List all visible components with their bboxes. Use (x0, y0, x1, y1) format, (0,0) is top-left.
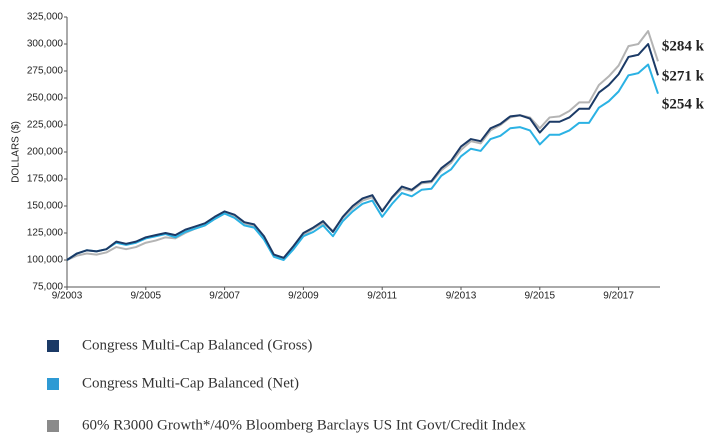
y-tick-label: 175,000 (27, 174, 64, 185)
series-line (66, 30, 659, 261)
end-value-label: $284 k (662, 38, 705, 54)
x-tick-label: 9/2009 (288, 291, 319, 302)
y-tick-label: 250,000 (27, 93, 64, 104)
y-tick-label: 150,000 (27, 201, 64, 212)
y-tick-label: 75,000 (32, 282, 63, 293)
x-tick-label: 9/2017 (603, 291, 634, 302)
legend-swatch (47, 340, 59, 352)
x-tick-label: 9/2013 (446, 291, 477, 302)
legend-swatch (47, 378, 59, 390)
x-tick-label: 9/2011 (367, 291, 397, 302)
x-tick-label: 9/2003 (52, 291, 83, 302)
y-tick-label: 100,000 (27, 255, 64, 266)
y-tick-label: 225,000 (27, 120, 64, 131)
y-tick-label: 200,000 (27, 147, 64, 158)
x-tick-label: 9/2007 (209, 291, 240, 302)
legend-label: 60% R3000 Growth*/40% Bloomberg Barclays… (82, 417, 526, 433)
legend-label: Congress Multi-Cap Balanced (Net) (82, 375, 299, 391)
legend-swatch (47, 420, 59, 432)
end-value-label: $271 k (662, 68, 705, 84)
legend-label: Congress Multi-Cap Balanced (Gross) (82, 337, 312, 353)
x-tick-label: 9/2015 (525, 291, 556, 302)
x-tick-label: 9/2005 (131, 291, 162, 302)
y-tick-label: 300,000 (27, 39, 64, 50)
y-tick-label: 275,000 (27, 66, 64, 77)
y-tick-label: 325,000 (27, 12, 64, 23)
y-axis-label: DOLLARS ($) (11, 121, 22, 183)
end-value-label: $254 k (662, 96, 705, 112)
y-tick-label: 125,000 (27, 228, 64, 239)
series-line (66, 63, 659, 261)
series-line (66, 43, 659, 261)
